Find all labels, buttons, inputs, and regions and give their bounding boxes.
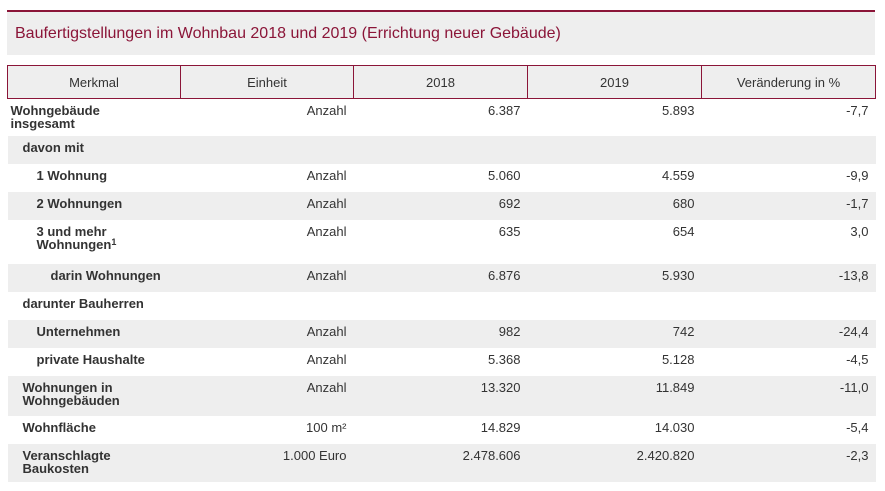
row-label: darin Wohnungen (7, 263, 181, 292)
label-text: 1 Wohnung (36, 167, 108, 183)
unit-cell: Anzahl (180, 319, 354, 348)
table-row: Veranschlagte Baukosten 1.000 Euro 2.478.6… (7, 443, 876, 482)
value-cell: 14.030 (654, 419, 695, 435)
label-text: 3 und mehr Wohnungen1 (36, 223, 117, 252)
value-cell: 13.320 (353, 375, 528, 416)
unit-cell: Anzahl (180, 191, 354, 220)
value-cell: 982 (353, 319, 528, 348)
value-cell: -5,4 (846, 419, 869, 435)
footnote-mark: 1 (111, 236, 117, 247)
value-cell: 11.849 (527, 375, 702, 416)
unit-cell: Anzahl (306, 351, 347, 367)
value-cell: -1,7 (701, 191, 876, 220)
value-cell: -2,3 (701, 443, 876, 482)
table-row: darunter Bauherren (8, 292, 876, 320)
value-cell: 5.930 (527, 263, 702, 292)
row-label: davon mit (7, 135, 876, 164)
value-cell: 654 (672, 223, 695, 239)
value-cell: 6.387 (487, 103, 521, 118)
value-cell: 2.478.606 (353, 443, 528, 482)
value-cell: 14.829 (480, 419, 521, 435)
header-row: Merkmal Einheit 2018 2019 Veränderung in % (7, 65, 876, 99)
value-cell: -7,7 (846, 103, 869, 118)
label-text: darin Wohnungen (50, 267, 161, 283)
unit-cell: 1.000 Euro (180, 443, 354, 482)
table-row: Wohngebäude insgesamt Anzahl 6.387 5.893 -7,… (8, 99, 876, 136)
value-cell: -24,4 (701, 319, 876, 348)
table-row: 2 Wohnungen Anzahl 692 680 -1,7 (7, 191, 876, 220)
header-cell: 2019 (527, 65, 702, 99)
value-cell: -11,0 (701, 375, 876, 416)
table-row: davon mit (7, 135, 876, 164)
unit-cell: 100 m² (306, 419, 347, 435)
row-label: 3 und mehr Wohnungen1 (8, 220, 181, 264)
unit-cell: Anzahl (306, 103, 347, 118)
table-row: 1 Wohnung Anzahl 5.060 4.559 -9,9 (8, 164, 876, 192)
value-cell: 5.893 (661, 103, 695, 118)
value-cell: 680 (527, 191, 702, 220)
unit-cell: Anzahl (306, 223, 347, 239)
row-label: darunter Bauherren (8, 292, 876, 320)
table-row: darin Wohnungen Anzahl 6.876 5.930 -13,8 (7, 263, 876, 292)
title-box: Baufertigstellungen im Wohnbau 2018 und … (7, 10, 875, 55)
title: Baufertigstellungen im Wohnbau 2018 und … (15, 25, 561, 42)
value-cell: 5.128 (661, 351, 695, 367)
data-table: Merkmal Einheit 2018 2019 Veränderung in % W… (7, 65, 876, 482)
label-text: davon mit (22, 139, 84, 155)
table-row: Wohnungen in Wohngebäuden Anzahl 13.320 11.… (7, 375, 876, 416)
value-cell: 692 (353, 191, 528, 220)
header-cell: 2018 (353, 65, 528, 99)
label-text: 2 Wohnungen (36, 195, 123, 211)
value-cell: 635 (498, 223, 521, 239)
row-label: Wohnungen in Wohngebäuden (7, 375, 181, 416)
value-cell: 4.559 (661, 167, 695, 183)
label-text: Unternehmen (36, 323, 121, 339)
unit-cell: Anzahl (180, 375, 354, 416)
unit-cell: Anzahl (180, 263, 354, 292)
row-label: Wohngebäude insgesamt (8, 99, 181, 136)
value-cell: 6.876 (353, 263, 528, 292)
value-cell: 5.368 (487, 351, 521, 367)
value-cell: 742 (527, 319, 702, 348)
label-text: Veranschlagte Baukosten (22, 447, 111, 476)
row-label: private Haushalte (8, 348, 181, 376)
row-label: 1 Wohnung (8, 164, 181, 192)
value-cell: 3,0 (850, 223, 869, 239)
table-row: private Haushalte Anzahl 5.368 5.128 -4,5 (8, 348, 876, 376)
label-text: darunter Bauherren (22, 295, 144, 311)
row-label: Veranschlagte Baukosten (7, 443, 181, 482)
table-body: Wohngebäude insgesamt Anzahl 6.387 5.893 -7,… (7, 99, 876, 482)
row-label: 2 Wohnungen (7, 191, 181, 220)
header-cell: Einheit (180, 65, 354, 99)
label-text: Wohnungen in Wohngebäuden (22, 379, 120, 408)
value-cell: 5.060 (487, 167, 521, 183)
label-text: private Haushalte (36, 351, 145, 367)
row-label: Wohnfläche (8, 416, 181, 444)
label-text: Wohngebäude insgesamt (10, 103, 100, 131)
label-text: Wohnfläche (22, 419, 96, 435)
row-label: Unternehmen (7, 319, 181, 348)
header-cell: Veränderung in % (701, 65, 876, 99)
value-cell: 2.420.820 (527, 443, 702, 482)
unit-cell: Anzahl (306, 167, 347, 183)
value-cell: -13,8 (701, 263, 876, 292)
value-cell: -9,9 (846, 167, 869, 183)
header-cell: Merkmal (7, 65, 181, 99)
table-row: Wohnfläche 100 m² 14.829 14.030 -5,4 (8, 416, 876, 444)
value-cell: -4,5 (846, 351, 869, 367)
table-row: Unternehmen Anzahl 982 742 -24,4 (7, 319, 876, 348)
table-row: 3 und mehr Wohnungen1 Anzahl 635 654 3,0 (8, 220, 876, 264)
